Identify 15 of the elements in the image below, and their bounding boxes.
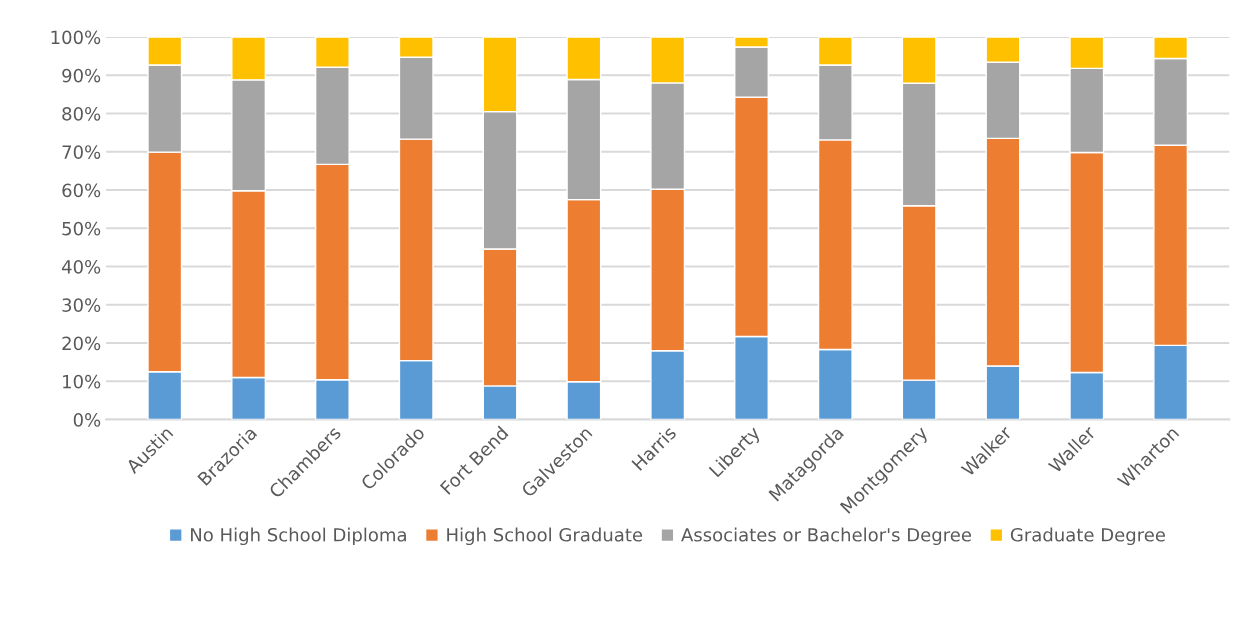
y-tick-label: 40%: [61, 260, 101, 274]
y-tick-label: 20%: [62, 336, 101, 351]
y-tick-label: 30%: [62, 298, 101, 312]
legend-label: High School Graduate: [447, 527, 643, 546]
y-tick-label: 0%: [73, 413, 101, 427]
legend-label: Graduate Degree: [1010, 527, 1165, 546]
y-tick-label: 70%: [62, 145, 101, 159]
y-tick-label: 80%: [62, 106, 101, 121]
y-tick-label: 50%: [62, 221, 101, 236]
y-tick-label: 90%: [62, 68, 101, 83]
legend-label: Associates or Bachelor's Degree: [681, 527, 971, 546]
y-tick-label: 100%: [51, 30, 101, 45]
y-tick-label: 60%: [62, 183, 101, 198]
legend-label: No High School Diploma: [191, 527, 406, 546]
y-tick-label: 10%: [63, 374, 101, 389]
